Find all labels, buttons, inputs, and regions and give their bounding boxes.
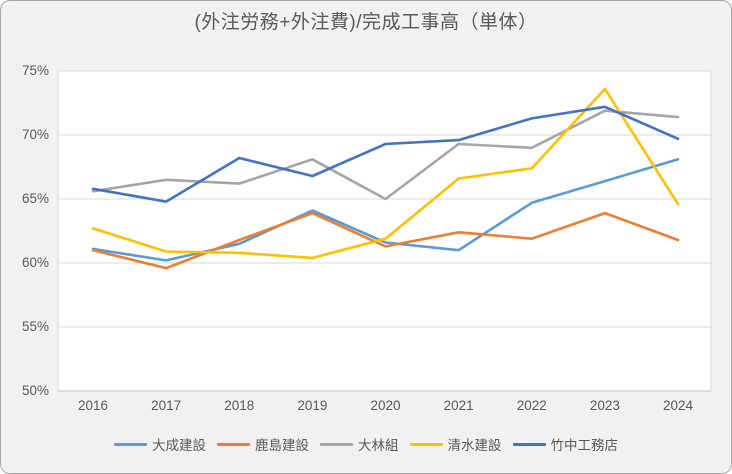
- x-axis-label: 2020: [370, 398, 401, 413]
- legend-line-swatch: [217, 442, 250, 446]
- x-axis-label: 2017: [151, 398, 182, 413]
- legend-line-swatch: [114, 442, 147, 446]
- legend-line-swatch: [512, 442, 546, 446]
- y-axis-label: 60%: [21, 255, 49, 270]
- x-axis-label: 2018: [224, 398, 255, 413]
- x-axis-label: 2021: [443, 398, 474, 413]
- y-axis-label: 65%: [21, 191, 49, 206]
- legend-item: 大成建設: [114, 434, 206, 454]
- chart-title: (外注労務+外注費)/完成工事高（単体）: [194, 12, 538, 33]
- legend-item: 大林組: [320, 434, 399, 454]
- legend-item: 清水建設: [409, 434, 502, 454]
- x-axis-label: 2023: [589, 398, 620, 413]
- legend-line-swatch: [409, 442, 443, 446]
- x-axis-label: 2022: [516, 398, 547, 413]
- y-axis-label: 70%: [21, 127, 49, 142]
- y-axis-label: 50%: [21, 383, 49, 398]
- legend-label: 大林組: [358, 438, 399, 453]
- y-axis-label: 75%: [21, 63, 49, 78]
- legend-label: 鹿島建設: [255, 438, 309, 453]
- y-axis-label: 55%: [21, 319, 49, 334]
- legend-item: 竹中工務店: [512, 434, 619, 454]
- legend-item: 鹿島建設: [217, 434, 309, 454]
- x-axis-label: 2019: [297, 398, 328, 413]
- x-axis-label: 2024: [662, 398, 694, 413]
- legend-label: 清水建設: [447, 438, 502, 453]
- legend-label: 大成建設: [152, 438, 206, 453]
- legend-label: 竹中工務店: [550, 438, 619, 453]
- legend: 大成建設 鹿島建設 大林組 清水建設 竹中工務店: [1, 434, 731, 454]
- legend-line-swatch: [320, 442, 353, 446]
- x-axis-label: 2016: [77, 398, 109, 413]
